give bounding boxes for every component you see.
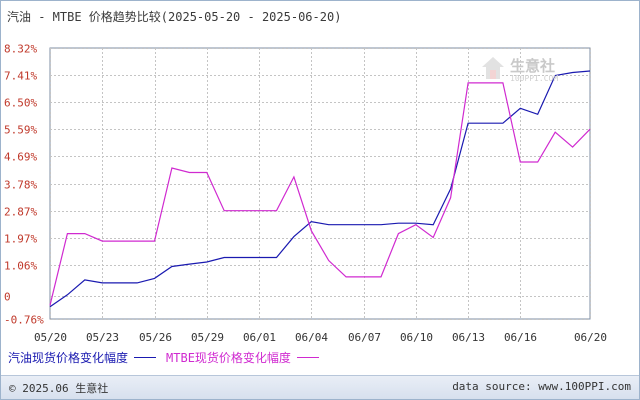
series-line-1 (49, 70, 591, 308)
x-tick-label: 06/07 (348, 331, 381, 344)
legend-label-mtbe: MTBE现货价格变化幅度 (166, 350, 291, 365)
x-tick-label: 06/13 (452, 331, 485, 344)
y-tick-label: 8.32% (4, 43, 37, 56)
y-tick-label: 4.69% (4, 151, 37, 164)
x-tick-label: 05/23 (86, 331, 119, 344)
y-tick-label: 1.97% (4, 233, 37, 246)
y-tick-label: -0.76% (4, 314, 44, 327)
y-tick-label: 1.06% (4, 260, 37, 273)
watermark: 生意社 100PPI.COM (480, 55, 558, 85)
watermark-url: 100PPI.COM (510, 74, 559, 83)
y-tick-label: 0 (4, 291, 11, 304)
y-tick-label: 7.41% (4, 70, 37, 83)
x-tick-label: 06/10 (400, 331, 433, 344)
x-tick-label: 06/04 (295, 331, 328, 344)
chart-legend: 汽油现货价格变化幅度 MTBE现货价格变化幅度 (8, 349, 329, 365)
series-line-2 (49, 82, 591, 306)
y-tick-label: 6.50% (4, 97, 37, 110)
legend-swatch-gasoline (134, 356, 157, 358)
x-tick-label: 05/26 (139, 331, 172, 344)
footer-bar: © 2025.06 生意社 data source: www.100PPI.co… (1, 375, 639, 399)
footer-copyright: © 2025.06 生意社 (9, 382, 109, 395)
watermark-name: 生意社 (510, 57, 556, 75)
y-tick-label: 5.59% (4, 124, 37, 137)
x-tick-label: 05/29 (191, 331, 224, 344)
x-tick-label: 06/16 (504, 331, 537, 344)
x-tick-label: 06/01 (243, 331, 276, 344)
legend-label-gasoline: 汽油现货价格变化幅度 (8, 350, 129, 365)
legend-entry-mtbe: MTBE现货价格变化幅度 (166, 349, 319, 366)
y-tick-label: 2.87% (4, 206, 37, 219)
legend-swatch-mtbe (296, 356, 319, 358)
x-tick-label: 06/20 (574, 331, 607, 344)
legend-entry-gasoline: 汽油现货价格变化幅度 (8, 349, 157, 366)
plot-area (49, 47, 591, 320)
y-tick-label: 3.78% (4, 179, 37, 192)
chart-title: 汽油 - MTBE 价格趋势比较(2025-05-20 - 2025-06-20… (7, 10, 342, 24)
house-logo-icon (482, 57, 504, 79)
x-tick-label: 05/20 (34, 331, 67, 344)
footer-source-link[interactable]: data source: www.100PPI.com (452, 380, 631, 393)
